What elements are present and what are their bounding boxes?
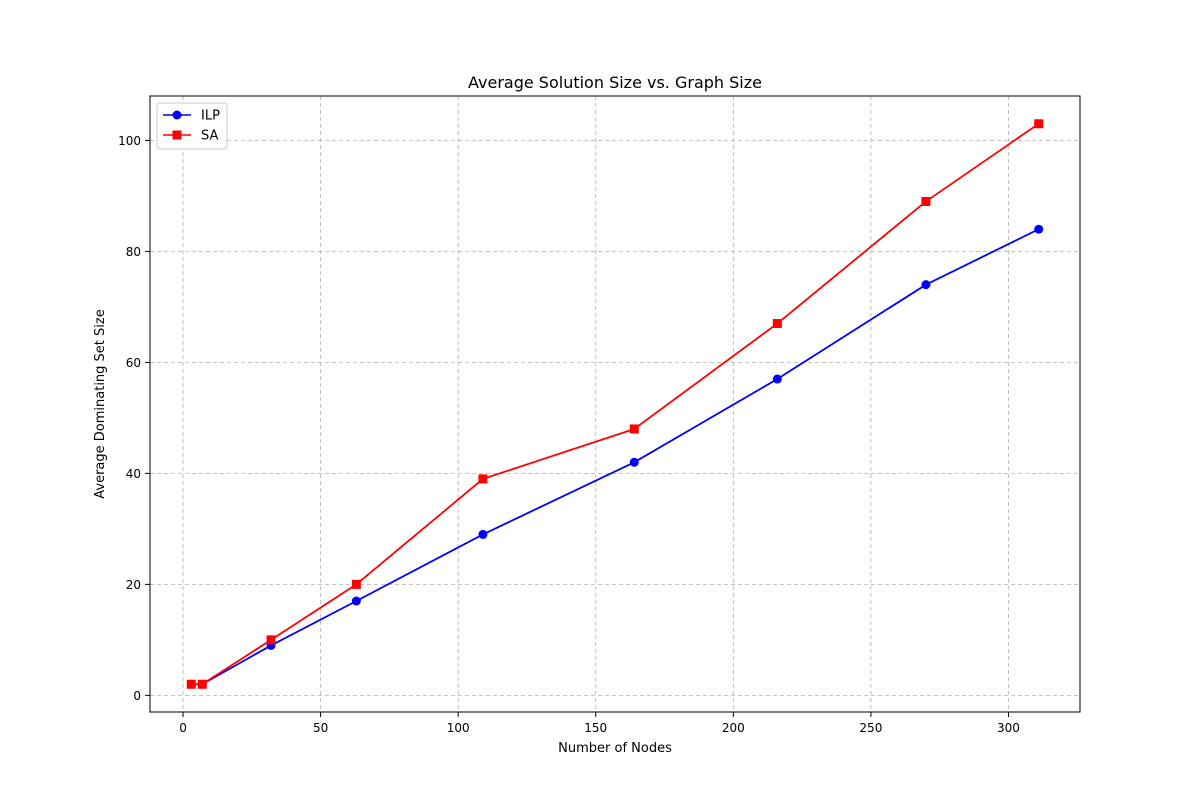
y-tick-label: 100 <box>118 134 141 148</box>
data-point-sa <box>478 474 488 484</box>
data-point-ilp <box>1034 224 1044 234</box>
data-point-sa <box>772 319 782 329</box>
legend-label-sa: SA <box>201 129 218 144</box>
data-point-sa <box>921 196 931 206</box>
legend-marker-ilp <box>172 110 182 120</box>
data-point-sa <box>1034 119 1044 129</box>
y-tick-label: 60 <box>126 356 141 370</box>
x-tick-label: 0 <box>179 721 187 735</box>
y-tick-label: 20 <box>126 578 141 592</box>
x-tick-label: 250 <box>859 721 882 735</box>
data-point-sa <box>351 579 361 589</box>
x-tick-label: 50 <box>313 721 328 735</box>
y-tick-label: 0 <box>133 689 141 703</box>
chart-title: Average Solution Size vs. Graph Size <box>468 73 762 92</box>
legend-label-ilp: ILP <box>201 109 220 124</box>
y-tick-label: 80 <box>126 245 141 259</box>
y-tick-label: 40 <box>126 467 141 481</box>
data-point-sa <box>197 679 207 689</box>
data-point-sa <box>629 424 639 434</box>
x-tick-label: 150 <box>584 721 607 735</box>
series-line-ilp <box>191 228 1040 686</box>
y-axis-label: Average Dominating Set Size <box>93 309 108 498</box>
x-tick-label: 100 <box>447 721 470 735</box>
legend: ILP SA <box>156 102 228 150</box>
x-tick-label: 300 <box>997 721 1020 735</box>
data-point-ilp <box>478 529 488 539</box>
data-point-ilp <box>921 280 931 290</box>
legend-marker-sa <box>172 130 182 140</box>
plot-area-frame <box>149 95 1081 713</box>
x-axis-label: Number of Nodes <box>558 741 672 756</box>
data-point-sa <box>266 635 276 645</box>
data-point-ilp <box>351 596 361 606</box>
series-line-sa <box>191 123 1040 686</box>
data-point-ilp <box>629 457 639 467</box>
data-series <box>186 119 1044 689</box>
grid-lines <box>150 96 1080 712</box>
axis-ticks: 0 50 100 150 200 250 300 0 20 40 60 80 100 <box>118 134 1020 735</box>
data-point-ilp <box>772 374 782 384</box>
data-point-sa <box>186 679 196 689</box>
x-tick-label: 200 <box>722 721 745 735</box>
